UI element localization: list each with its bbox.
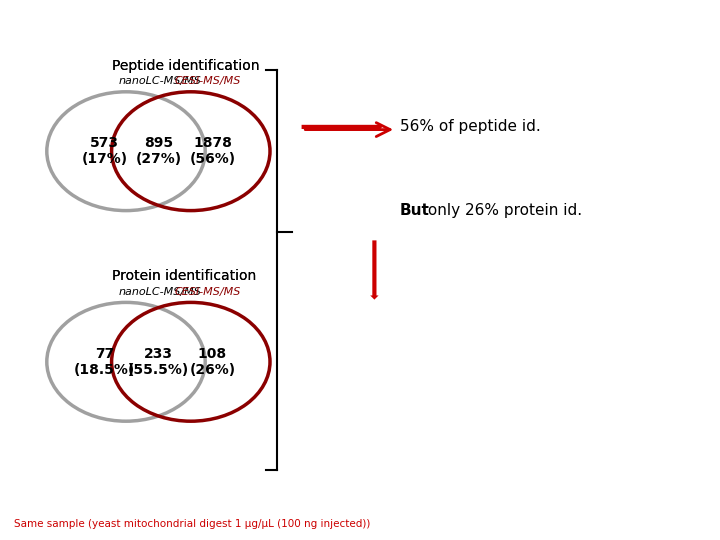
- Text: 573
(17%): 573 (17%): [81, 136, 127, 166]
- Text: nanoLC-MS/MS: nanoLC-MS/MS: [119, 287, 202, 297]
- Text: CESI-MS/MS: CESI-MS/MS: [175, 287, 241, 297]
- Text: 56% of peptide id.: 56% of peptide id.: [400, 119, 540, 134]
- Text: Peptide identification: Peptide identification: [112, 59, 259, 73]
- Text: Same sample (yeast mitochondrial digest 1 μg/μL (100 ng injected)): Same sample (yeast mitochondrial digest …: [14, 519, 371, 529]
- Text: CESI-MS/MS: CESI-MS/MS: [175, 76, 241, 86]
- Text: Protein identification: Protein identification: [112, 269, 256, 284]
- Text: only 26% protein id.: only 26% protein id.: [423, 203, 582, 218]
- Text: 233
(55.5%): 233 (55.5%): [127, 347, 189, 377]
- Text: 1878
(56%): 1878 (56%): [189, 136, 235, 166]
- Text: 895
(27%): 895 (27%): [135, 136, 181, 166]
- Text: nanoLC-MS/MS: nanoLC-MS/MS: [119, 76, 202, 86]
- Text: But: But: [400, 203, 429, 218]
- Text: Protein identification: Protein identification: [112, 269, 256, 284]
- Text: 77
(18.5%): 77 (18.5%): [73, 347, 135, 377]
- Text: 108
(26%): 108 (26%): [189, 347, 235, 377]
- Text: Peptide identification: Peptide identification: [112, 59, 259, 73]
